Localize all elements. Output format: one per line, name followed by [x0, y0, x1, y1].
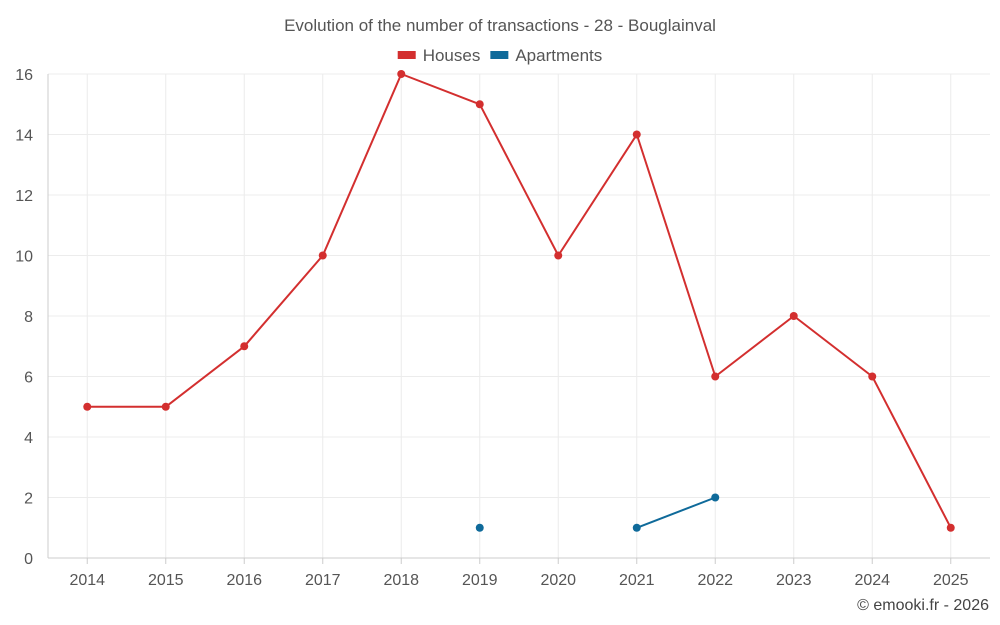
data-point-houses[interactable]	[318, 251, 327, 260]
data-point-houses[interactable]	[946, 523, 955, 532]
grid-layer	[48, 73, 990, 559]
chart-title: Evolution of the number of transactions …	[284, 16, 716, 35]
legend-label: Apartments	[515, 46, 602, 65]
legend-label: Houses	[423, 46, 481, 65]
y-tick-label: 12	[15, 188, 33, 205]
data-point-houses[interactable]	[632, 130, 641, 139]
y-tick-label: 0	[24, 551, 33, 568]
data-point-houses[interactable]	[240, 342, 249, 351]
legend-swatch	[397, 51, 416, 59]
axis-layer: 0 2 4 6 8 10 12 14 16 2014 2015 2016 2017 2018 2019 202…	[15, 67, 990, 589]
x-tick-label: 2016	[226, 572, 262, 589]
x-tick-label: 2017	[305, 572, 341, 589]
legend-item-houses[interactable]: Houses	[397, 46, 481, 65]
x-tick-label: 2025	[933, 572, 969, 589]
x-tick-label: 2014	[69, 572, 105, 589]
data-point-apartments[interactable]	[632, 523, 641, 532]
x-tick-label: 2021	[619, 572, 655, 589]
x-tick-label: 2015	[148, 572, 184, 589]
y-tick-label: 4	[24, 430, 33, 447]
y-tick-label: 14	[15, 128, 33, 145]
credit-text: © emooki.fr - 2026	[857, 597, 989, 614]
y-tick-label: 8	[24, 309, 33, 326]
x-tick-label: 2023	[776, 572, 812, 589]
y-tick-label: 16	[15, 67, 33, 84]
x-tick-label: 2022	[697, 572, 733, 589]
data-point-houses[interactable]	[475, 100, 484, 109]
legend[interactable]: Houses Apartments	[397, 46, 603, 65]
x-tick-label: 2024	[854, 572, 890, 589]
data-point-houses[interactable]	[397, 70, 406, 78]
data-point-houses[interactable]	[789, 312, 798, 320]
data-point-houses[interactable]	[83, 402, 92, 411]
series-line-apartments	[636, 496, 716, 529]
data-point-apartments[interactable]	[711, 493, 720, 502]
series-line-houses	[87, 73, 952, 529]
data-point-houses[interactable]	[554, 251, 563, 260]
y-tick-label: 6	[24, 370, 33, 387]
data-point-houses[interactable]	[161, 402, 170, 411]
y-tick-label: 10	[15, 249, 33, 266]
data-point-houses[interactable]	[868, 372, 877, 381]
y-tick-label: 2	[24, 491, 33, 508]
legend-item-apartments[interactable]: Apartments	[490, 46, 602, 65]
data-point-houses[interactable]	[711, 372, 720, 381]
x-tick-label: 2018	[383, 572, 419, 589]
data-point-apartments[interactable]	[475, 523, 484, 532]
legend-swatch	[490, 51, 509, 59]
series-layer	[83, 70, 955, 532]
x-tick-label: 2019	[462, 572, 498, 589]
x-tick-label: 2020	[540, 572, 576, 589]
